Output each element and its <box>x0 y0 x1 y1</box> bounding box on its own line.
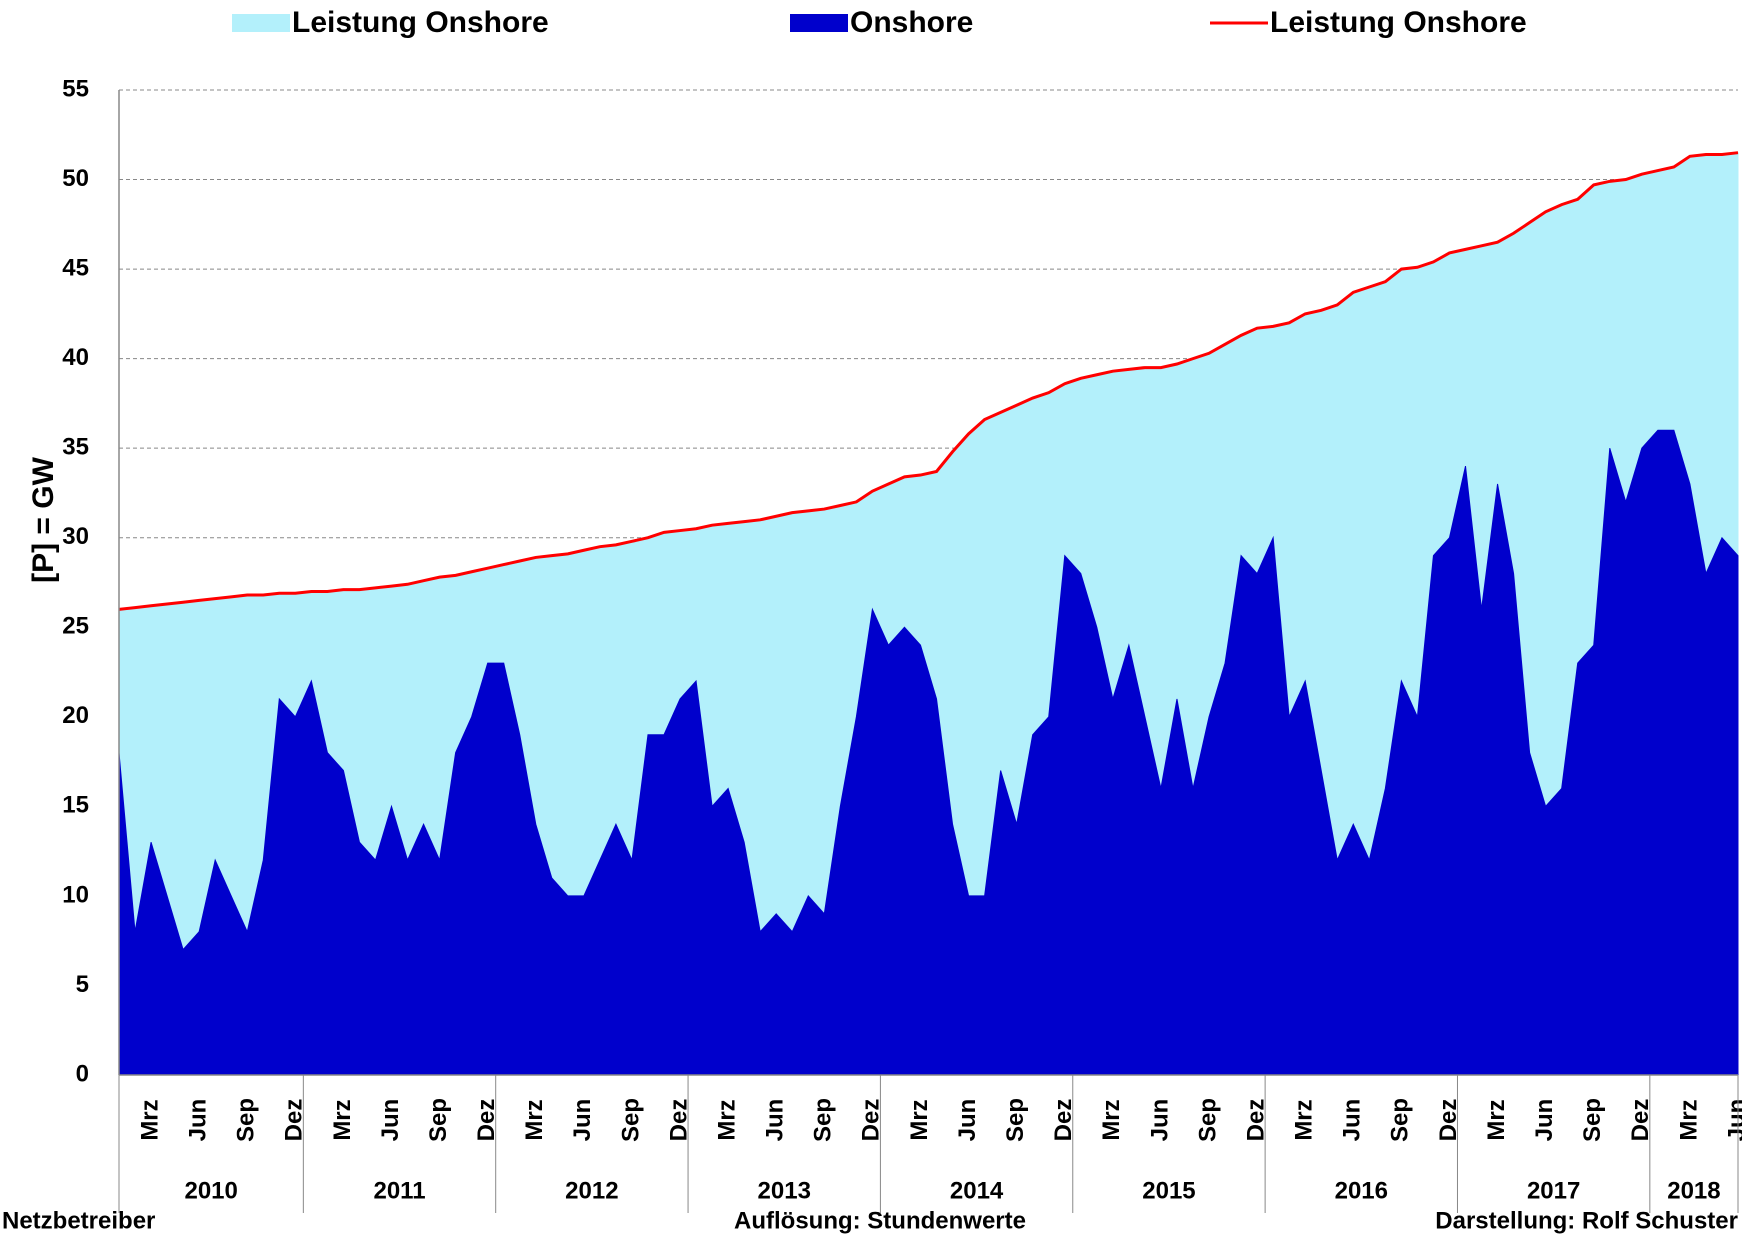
x-tick-label: Sep <box>1002 1098 1029 1142</box>
y-axis-label: [P] = GW <box>27 456 60 583</box>
x-tick-label: Jun <box>184 1099 211 1142</box>
x-tick-label: Jun <box>1723 1099 1742 1142</box>
x-tick-label: Mrz <box>713 1099 740 1140</box>
x-tick-label: Mrz <box>1483 1099 1510 1140</box>
legend-label: Leistung Onshore <box>292 6 549 39</box>
legend-label: Leistung Onshore <box>1270 6 1527 39</box>
x-tick-label: Mrz <box>329 1099 356 1140</box>
x-tick-label: Sep <box>617 1098 644 1142</box>
x-tick-label: Sep <box>233 1098 260 1142</box>
legend-swatch <box>790 14 848 32</box>
legend-label: Onshore <box>850 6 973 39</box>
y-tick-label: 0 <box>76 1060 89 1087</box>
y-tick-label: 25 <box>62 613 89 640</box>
year-label: 2013 <box>758 1177 811 1204</box>
y-tick-label: 5 <box>76 971 89 998</box>
x-tick-label: Mrz <box>1291 1099 1318 1140</box>
x-tick-label: Sep <box>1387 1098 1414 1142</box>
year-label: 2015 <box>1142 1177 1195 1204</box>
x-tick-label: Mrz <box>1675 1099 1702 1140</box>
year-label: 2011 <box>373 1177 425 1204</box>
x-tick-label: Jun <box>569 1099 596 1142</box>
y-tick-label: 40 <box>62 344 89 371</box>
x-tick-label: Mrz <box>521 1099 548 1140</box>
x-tick-label: Mrz <box>136 1099 163 1140</box>
y-tick-label: 10 <box>62 881 89 908</box>
year-label: 2012 <box>565 1177 618 1204</box>
area <box>118 429 1739 1076</box>
footer-right: Darstellung: Rolf Schuster <box>1435 1207 1738 1234</box>
x-tick-label: Jun <box>377 1099 404 1142</box>
x-tick-label: Sep <box>1579 1098 1606 1142</box>
x-tick-label: Sep <box>425 1098 452 1142</box>
line <box>118 151 1739 611</box>
legend-swatch <box>232 14 290 32</box>
y-tick-label: 20 <box>62 702 89 729</box>
x-tick-label: Sep <box>1194 1098 1221 1142</box>
y-tick-label: 45 <box>62 254 89 281</box>
y-tick-label: 30 <box>62 523 89 550</box>
x-tick-label: Mrz <box>1098 1099 1125 1140</box>
y-tick-label: 55 <box>62 75 89 102</box>
x-tick-label: Jun <box>954 1099 981 1142</box>
year-label: 2016 <box>1335 1177 1388 1204</box>
x-tick-label: Jun <box>762 1099 789 1142</box>
y-tick-label: 15 <box>62 792 89 819</box>
year-label: 2018 <box>1667 1177 1720 1204</box>
x-tick-label: Jun <box>1531 1099 1558 1142</box>
year-label: 2017 <box>1527 1177 1580 1204</box>
x-tick-label: Mrz <box>906 1099 933 1140</box>
x-tick-label: Jun <box>1146 1099 1173 1142</box>
footer-left: Netzbetreiber <box>2 1207 155 1234</box>
y-tick-label: 50 <box>62 165 89 192</box>
year-label: 2014 <box>950 1177 1004 1204</box>
x-tick-label: Sep <box>810 1098 837 1142</box>
x-tick-label: Jun <box>1339 1099 1366 1142</box>
year-label: 2010 <box>184 1177 237 1204</box>
y-tick-label: 35 <box>62 434 89 461</box>
